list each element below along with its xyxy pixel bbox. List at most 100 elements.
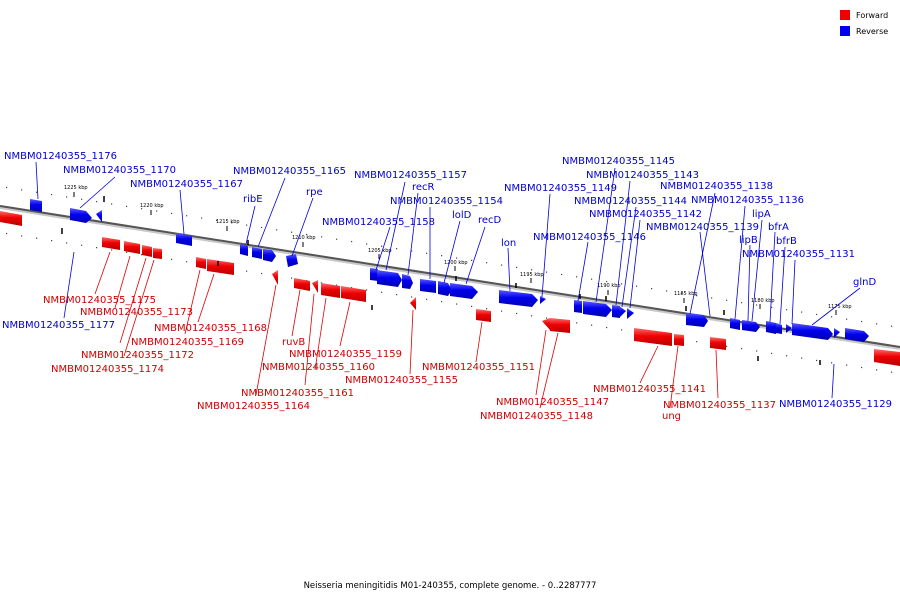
label-NMBM01240355_1157[interactable]: NMBM01240355_1157 bbox=[354, 170, 467, 181]
gene-NMBM01240355_1170b[interactable] bbox=[96, 210, 102, 222]
gene-NMBM01240355_1131[interactable] bbox=[792, 323, 833, 340]
label-NMBM01240355_1131[interactable]: NMBM01240355_1131 bbox=[742, 249, 855, 260]
track-dot bbox=[756, 350, 758, 352]
gene-NMBM01240355_1172[interactable] bbox=[153, 248, 162, 259]
gene-lon[interactable] bbox=[499, 290, 538, 307]
label-NMBM01240355_1169[interactable]: NMBM01240355_1169 bbox=[131, 337, 244, 348]
gene-NMBM01240355_1146[interactable] bbox=[574, 300, 582, 313]
label-lon[interactable]: lon bbox=[501, 238, 516, 249]
label-NMBM01240355_1165[interactable]: NMBM01240355_1165 bbox=[233, 166, 346, 177]
gene-glnD[interactable] bbox=[845, 328, 869, 342]
label-NMBM01240355_1154[interactable]: NMBM01240355_1154 bbox=[390, 196, 503, 207]
gene-lolD[interactable] bbox=[438, 281, 452, 296]
gene-NMBM01240355_1158[interactable] bbox=[370, 268, 378, 281]
label-ruvB[interactable]: ruvB bbox=[282, 337, 305, 348]
gene-NMBM01240355_1160[interactable] bbox=[321, 283, 340, 298]
gene-ruvB[interactable] bbox=[294, 278, 310, 291]
label-NMBM01240355_1145[interactable]: NMBM01240355_1145 bbox=[562, 156, 675, 167]
gene-ung[interactable] bbox=[674, 334, 684, 346]
label-NMBM01240355_1149[interactable]: NMBM01240355_1149 bbox=[504, 183, 617, 194]
gene-NMBM01240355_1170[interactable] bbox=[70, 208, 92, 223]
gene-NMBM01240355_1154[interactable] bbox=[420, 279, 436, 293]
gene-NMBM01240355_1144[interactable] bbox=[612, 305, 620, 318]
gene-NMBM01240355_1155[interactable] bbox=[410, 297, 416, 310]
gene-NMBM01240355_1168[interactable] bbox=[207, 259, 234, 275]
label-NMBM01240355_1155[interactable]: NMBM01240355_1155 bbox=[345, 375, 458, 386]
label-NMBM01240355_1146[interactable]: NMBM01240355_1146 bbox=[533, 232, 646, 243]
label-NMBM01240355_1129[interactable]: NMBM01240355_1129 bbox=[779, 399, 892, 410]
gene-ribE[interactable] bbox=[240, 244, 248, 256]
gene-NMBM01240355_1137[interactable] bbox=[710, 337, 726, 350]
gene-NMBM01240355_1164[interactable] bbox=[272, 270, 278, 285]
label-NMBM01240355_1142[interactable]: NMBM01240355_1142 bbox=[589, 209, 702, 220]
label-NMBM01240355_1172[interactable]: NMBM01240355_1172 bbox=[81, 350, 194, 361]
gene-bfrB[interactable] bbox=[786, 324, 792, 333]
label-NMBM01240355_1141[interactable]: NMBM01240355_1141 bbox=[593, 384, 706, 395]
label-lolD[interactable]: lolD bbox=[452, 210, 472, 221]
label-NMBM01240355_1174[interactable]: NMBM01240355_1174 bbox=[51, 364, 164, 375]
gene-NMBM01240355_1129[interactable] bbox=[874, 349, 900, 366]
gene-NMBM01240355_1141[interactable] bbox=[634, 328, 672, 346]
label-NMBM01240355_1143[interactable]: NMBM01240355_1143 bbox=[586, 170, 699, 181]
gene-NMBM01240355_1142[interactable] bbox=[627, 308, 634, 319]
gene-recR[interactable] bbox=[402, 274, 413, 289]
gene-NMBM01240355_1173[interactable] bbox=[124, 241, 140, 254]
label-NMBM01240355_1177[interactable]: NMBM01240355_1177 bbox=[2, 320, 115, 331]
label-NMBM01240355_1158[interactable]: NMBM01240355_1158 bbox=[322, 217, 435, 228]
label-NMBM01240355_1168[interactable]: NMBM01240355_1168 bbox=[154, 323, 267, 334]
label-NMBM01240355_1164[interactable]: NMBM01240355_1164 bbox=[197, 401, 310, 412]
label-glnD[interactable]: glnD bbox=[853, 277, 876, 288]
label-NMBM01240355_1138[interactable]: NMBM01240355_1138 bbox=[660, 181, 773, 192]
label-bfrB[interactable]: bfrB bbox=[776, 236, 797, 247]
gene-NMBM01240355_1159[interactable] bbox=[341, 286, 366, 302]
label-NMBM01240355_1167[interactable]: NMBM01240355_1167 bbox=[130, 179, 243, 190]
label-NMBM01240355_1136[interactable]: NMBM01240355_1136 bbox=[691, 195, 804, 206]
scale-tick-label: 1220 kbp bbox=[140, 203, 164, 209]
label-NMBM01240355_1151[interactable]: NMBM01240355_1151 bbox=[422, 362, 535, 373]
gene-NMBM01240355_1148[interactable] bbox=[550, 318, 570, 333]
gene-lipA[interactable] bbox=[766, 321, 778, 334]
label-lipB[interactable]: lipB bbox=[739, 235, 758, 246]
label-NMBM01240355_1170[interactable]: NMBM01240355_1170 bbox=[63, 165, 176, 176]
label-ung[interactable]: ung bbox=[662, 411, 681, 422]
gene-NMBM01240355_1139[interactable] bbox=[686, 313, 708, 327]
gene-rpe[interactable] bbox=[286, 254, 298, 267]
gene-NMBM01240355_1161[interactable] bbox=[312, 280, 318, 293]
gene-NMBM01240355_1165b[interactable] bbox=[263, 249, 276, 262]
label-recD[interactable]: recD bbox=[478, 215, 502, 226]
gene-NMBM01240355_1174[interactable] bbox=[142, 245, 152, 257]
gene-NMBM01240355_1143[interactable] bbox=[619, 306, 626, 318]
label-NMBM01240355_1139[interactable]: NMBM01240355_1139 bbox=[646, 222, 759, 233]
gene-NMBM01240355_1136[interactable] bbox=[742, 320, 760, 332]
label-recR[interactable]: recR bbox=[412, 182, 435, 193]
label-NMBM01240355_1144[interactable]: NMBM01240355_1144 bbox=[574, 196, 687, 207]
label-NMBM01240355_1161[interactable]: NMBM01240355_1161 bbox=[241, 388, 354, 399]
gene-NMBM01240355_1176[interactable] bbox=[30, 199, 42, 212]
label-NMBM01240355_1147[interactable]: NMBM01240355_1147 bbox=[496, 397, 609, 408]
label-NMBM01240355_1137[interactable]: NMBM01240355_1137 bbox=[663, 400, 776, 411]
label-NMBM01240355_1173[interactable]: NMBM01240355_1173 bbox=[80, 307, 193, 318]
label-NMBM01240355_1175[interactable]: NMBM01240355_1175 bbox=[43, 295, 156, 306]
label-ribE[interactable]: ribE bbox=[243, 194, 263, 205]
label-bfrA[interactable]: bfrA bbox=[768, 222, 789, 233]
gene-NMBM01240355_1145[interactable] bbox=[583, 301, 612, 317]
label-NMBM01240355_1159[interactable]: NMBM01240355_1159 bbox=[289, 349, 402, 360]
gene-NMBM01240355_1175[interactable] bbox=[102, 237, 120, 250]
label-lipA[interactable]: lipA bbox=[752, 209, 771, 220]
gene-NMBM01240355_1177[interactable] bbox=[0, 211, 22, 226]
gene-bfrA[interactable] bbox=[776, 323, 782, 334]
label-NMBM01240355_1148[interactable]: NMBM01240355_1148 bbox=[480, 411, 593, 422]
gene-NMBM01240355_1151[interactable] bbox=[476, 309, 491, 322]
label-rpe[interactable]: rpe bbox=[306, 187, 323, 198]
gene-NMBM01240355_1131b[interactable] bbox=[834, 328, 840, 338]
label-NMBM01240355_1160[interactable]: NMBM01240355_1160 bbox=[262, 362, 375, 373]
label-NMBM01240355_1176[interactable]: NMBM01240355_1176 bbox=[4, 151, 117, 162]
gene-NMBM01240355_1165[interactable] bbox=[252, 247, 262, 259]
gene-NMBM01240355_1149[interactable] bbox=[540, 296, 546, 304]
gene-recD[interactable] bbox=[450, 283, 478, 299]
gene-NMBM01240355_1169[interactable] bbox=[196, 257, 206, 269]
gene-lipB[interactable] bbox=[730, 318, 740, 330]
gene-NMBM01240355_1147[interactable] bbox=[542, 318, 550, 330]
gene-NMBM01240355_1157[interactable] bbox=[377, 270, 402, 287]
gene-NMBM01240355_1167[interactable] bbox=[176, 233, 192, 246]
